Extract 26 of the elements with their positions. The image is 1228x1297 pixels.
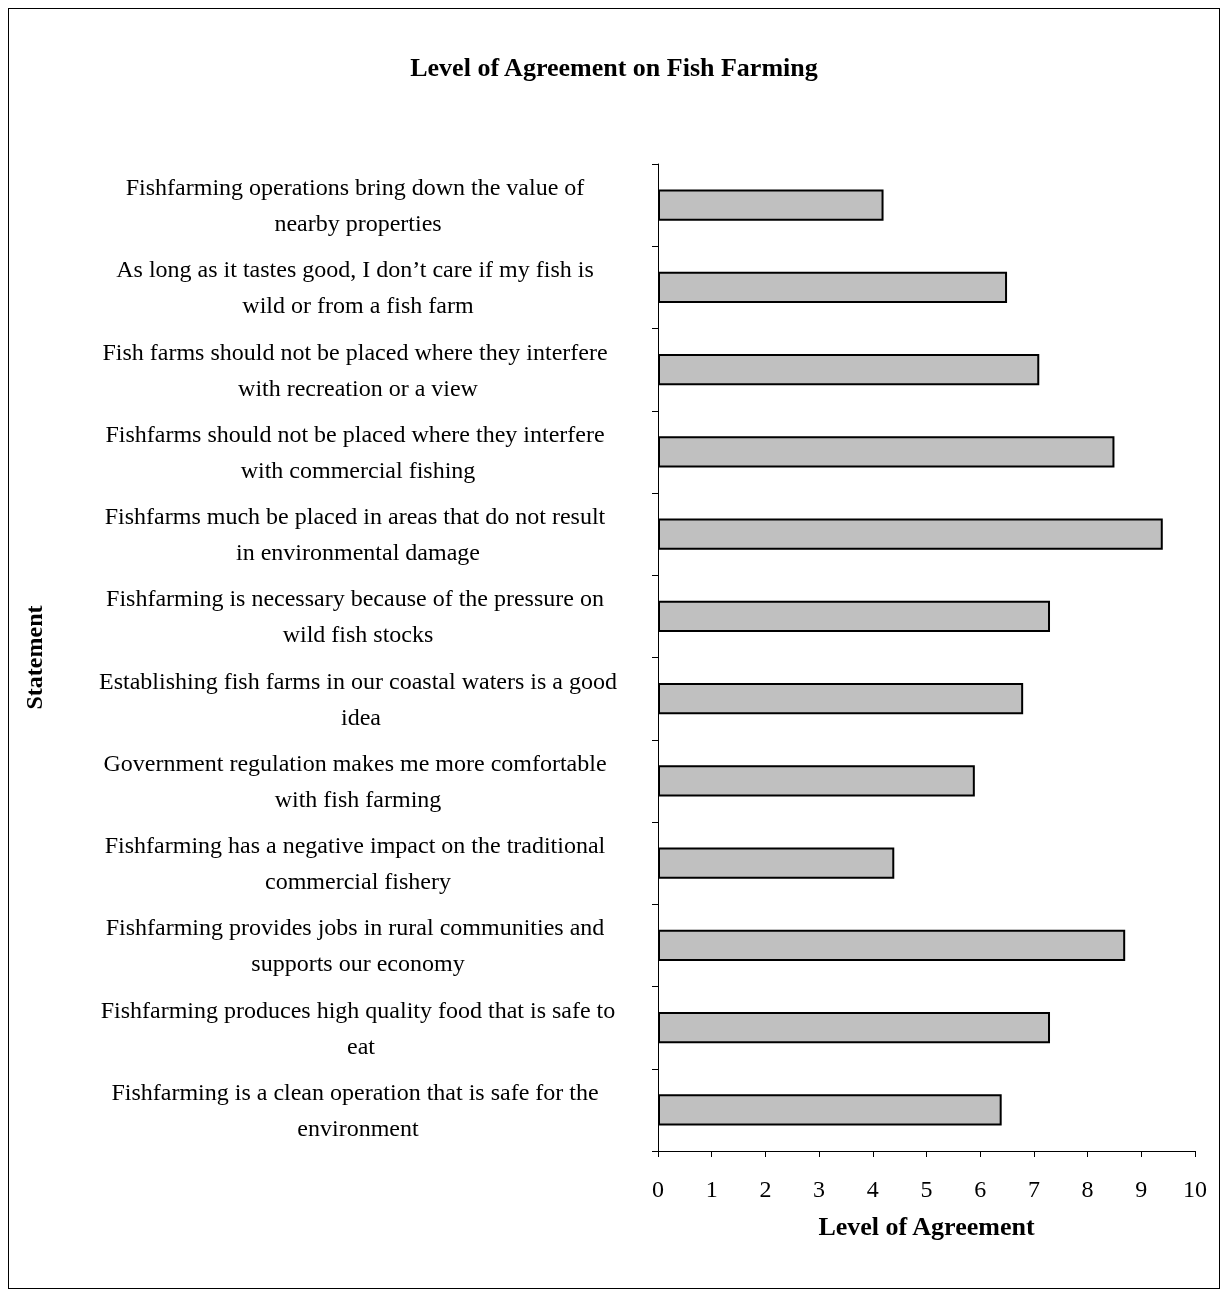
x-axis-title: Level of Agreement bbox=[818, 1211, 1035, 1241]
y-tick-label: Fishfarming operations bring down the value of nearby properties bbox=[125, 174, 591, 237]
x-tick-label: 8 bbox=[1081, 1176, 1094, 1202]
y-tick-label: Fishfarms should not be placed where they interfere with commercial fishing bbox=[105, 420, 611, 483]
x-tick-label: 10 bbox=[1183, 1176, 1207, 1202]
x-tick-label: 0 bbox=[652, 1176, 664, 1202]
y-tick-label: Fishfarming is necessary because of the pressure on wild fish stocks bbox=[106, 585, 610, 648]
y-tick-label: Establishing fish farms in our coastal waters is a good idea bbox=[99, 667, 617, 730]
x-tick-label: 5 bbox=[920, 1176, 933, 1202]
x-tick-label: 4 bbox=[866, 1176, 879, 1202]
x-tick-label: 7 bbox=[1027, 1176, 1040, 1202]
x-tick-label: 2 bbox=[759, 1176, 772, 1202]
y-tick-label: Fishfarming has a negative impact on the traditional commercial fishery bbox=[104, 832, 612, 895]
chart-title: Level of Agreement on Fish Farming bbox=[410, 52, 818, 82]
x-tick-label: 3 bbox=[813, 1176, 826, 1202]
x-tick-label: 1 bbox=[705, 1176, 718, 1202]
y-tick-label: Fishfarming provides jobs in rural communities and supports our economy bbox=[105, 914, 611, 977]
y-tick-label: Government regulation makes me more comfortable with fish farming bbox=[103, 749, 613, 812]
y-tick-label: Fishfarming is a clean operation that is safe for the environment bbox=[111, 1078, 605, 1141]
y-tick-label: Fish farms should not be placed where they interfere with recreation or a view bbox=[102, 338, 614, 401]
y-tick-label: Fishfarms much be placed in areas that do not result in environmental damage bbox=[104, 503, 612, 566]
x-tick-label: 6 bbox=[974, 1176, 987, 1202]
x-tick-label: 9 bbox=[1135, 1176, 1148, 1202]
y-tick-label: Fishfarming produces high quality food that is safe to eat bbox=[100, 996, 616, 1059]
y-axis-title: Statement bbox=[21, 605, 47, 710]
y-tick-label: As long as it tastes good, I don’t care if my fish is wild or from a fish farm bbox=[116, 256, 600, 319]
